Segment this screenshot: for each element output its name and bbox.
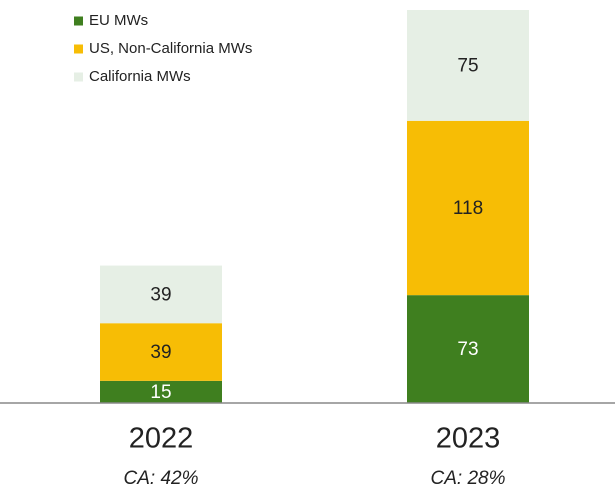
data-label: 73 xyxy=(457,339,478,360)
legend-swatch xyxy=(74,16,83,26)
bar-segment xyxy=(407,10,529,121)
data-label: 39 xyxy=(150,284,171,305)
legend-swatch xyxy=(74,44,83,54)
bar-segment xyxy=(407,295,529,403)
bar-segment xyxy=(407,120,529,296)
data-label: 75 xyxy=(457,55,478,76)
data-label: 118 xyxy=(453,198,483,219)
legend-label: US, Non-California MWs xyxy=(89,40,252,57)
legend-label: EU MWs xyxy=(89,12,148,29)
bar-segment xyxy=(100,323,222,381)
category-note: CA: 42% xyxy=(124,468,199,489)
legend-label: California MWs xyxy=(89,68,191,85)
bar-segment xyxy=(100,265,222,324)
legend-swatch xyxy=(74,72,83,82)
data-label: 15 xyxy=(150,382,171,403)
data-label: 39 xyxy=(150,342,171,363)
x-tick-label: 2022 xyxy=(129,423,194,455)
category-note: CA: 28% xyxy=(431,468,506,489)
x-tick-label: 2023 xyxy=(436,423,501,455)
bar-segment xyxy=(100,380,222,403)
